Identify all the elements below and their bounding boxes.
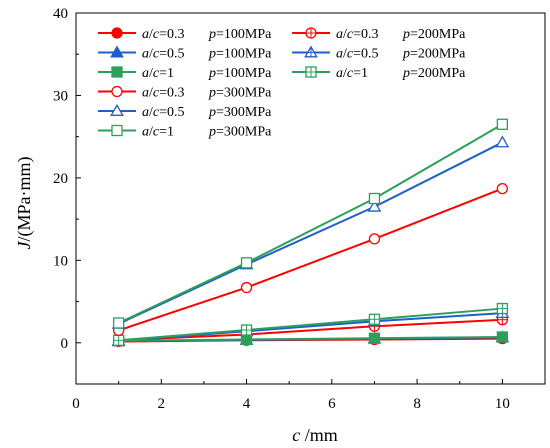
legend-label: a/c=1 p=200MPa <box>336 66 466 81</box>
axes: 0 2 4 6 8 10 0 10 20 30 40 <box>53 6 546 412</box>
legend-marker <box>110 45 124 58</box>
data-point <box>495 135 510 148</box>
data-point <box>496 182 509 195</box>
legend-item: a/c=0.3 p=300MPa <box>98 86 272 101</box>
data-point <box>368 192 381 205</box>
x-tick-label: 0 <box>72 396 80 412</box>
y-tick-label: 30 <box>53 88 68 104</box>
legend-item: a/c=1 p=300MPa <box>98 125 272 140</box>
plot-frame <box>75 12 546 385</box>
legend-label: a/c=0.5 p=200MPa <box>336 47 466 62</box>
legend-item: a/c=0.5 p=200MPa <box>292 45 466 62</box>
legend-item: a/c=0.3 p=200MPa <box>292 27 466 42</box>
series-6 <box>112 302 509 346</box>
legend-label: a/c=0.5 p=100MPa <box>142 47 272 62</box>
plot-area <box>111 118 510 348</box>
legend-marker <box>305 66 317 78</box>
data-point <box>367 199 382 212</box>
series-line <box>118 318 503 342</box>
data-point <box>368 332 381 344</box>
legend-label: a/c=1 p=300MPa <box>142 125 272 140</box>
legend-item: a/c=0.5 p=100MPa <box>98 45 272 62</box>
data-point <box>368 313 381 325</box>
series-line <box>118 336 503 342</box>
data-point <box>112 317 125 329</box>
data-point <box>112 334 125 346</box>
y-tick-label: 10 <box>53 253 68 269</box>
x-tick-label: 6 <box>328 396 336 412</box>
legend-label: a/c=0.3 p=300MPa <box>142 86 272 101</box>
y-tick-label: 0 <box>61 336 69 352</box>
legend: a/c=0.3 p=100MPa a/c=0.3 p=200MPa a/c=0.5 p=1… <box>98 27 466 140</box>
series-line <box>118 307 503 342</box>
legend-label: a/c=1 p=100MPa <box>142 66 272 81</box>
data-point <box>240 333 253 346</box>
legend-label: a/c=0.3 p=200MPa <box>336 27 466 42</box>
data-point <box>496 331 509 343</box>
x-axis-label: c /mm <box>292 425 338 445</box>
legend-item: a/c=0.3 p=100MPa <box>98 27 272 42</box>
legend-label: a/c=0.5 p=300MPa <box>142 105 272 120</box>
legend-marker <box>111 27 123 39</box>
legend-item: a/c=1 p=200MPa <box>292 66 466 81</box>
x-tick-label: 2 <box>158 396 166 412</box>
y-tick-label: 20 <box>53 171 68 187</box>
series-8 <box>111 135 510 329</box>
legend-label: a/c=0.3 p=100MPa <box>142 27 272 42</box>
series-line <box>118 123 503 324</box>
x-tick-label: 10 <box>495 396 510 412</box>
x-tick-label: 8 <box>413 396 421 412</box>
data-point <box>240 257 253 269</box>
series-9 <box>112 118 509 329</box>
y-tick-label: 40 <box>53 6 68 22</box>
data-point <box>496 118 509 130</box>
series-line <box>118 141 503 325</box>
legend-marker <box>110 103 124 116</box>
y-axis-label: J/(MPa·mm) <box>14 157 35 250</box>
series-line <box>118 187 503 332</box>
legend-item: a/c=1 p=100MPa <box>98 66 272 81</box>
x-tick-label: 4 <box>243 396 251 412</box>
data-point <box>496 302 509 315</box>
data-point <box>368 233 381 245</box>
legend-item: a/c=0.5 p=300MPa <box>98 103 272 120</box>
legend-marker <box>111 66 123 78</box>
legend-marker <box>305 27 317 39</box>
legend-marker <box>304 45 318 58</box>
legend-marker <box>111 85 123 98</box>
legend-marker <box>111 124 123 137</box>
data-point <box>240 324 253 336</box>
data-point <box>240 281 253 294</box>
series-7 <box>112 182 509 337</box>
